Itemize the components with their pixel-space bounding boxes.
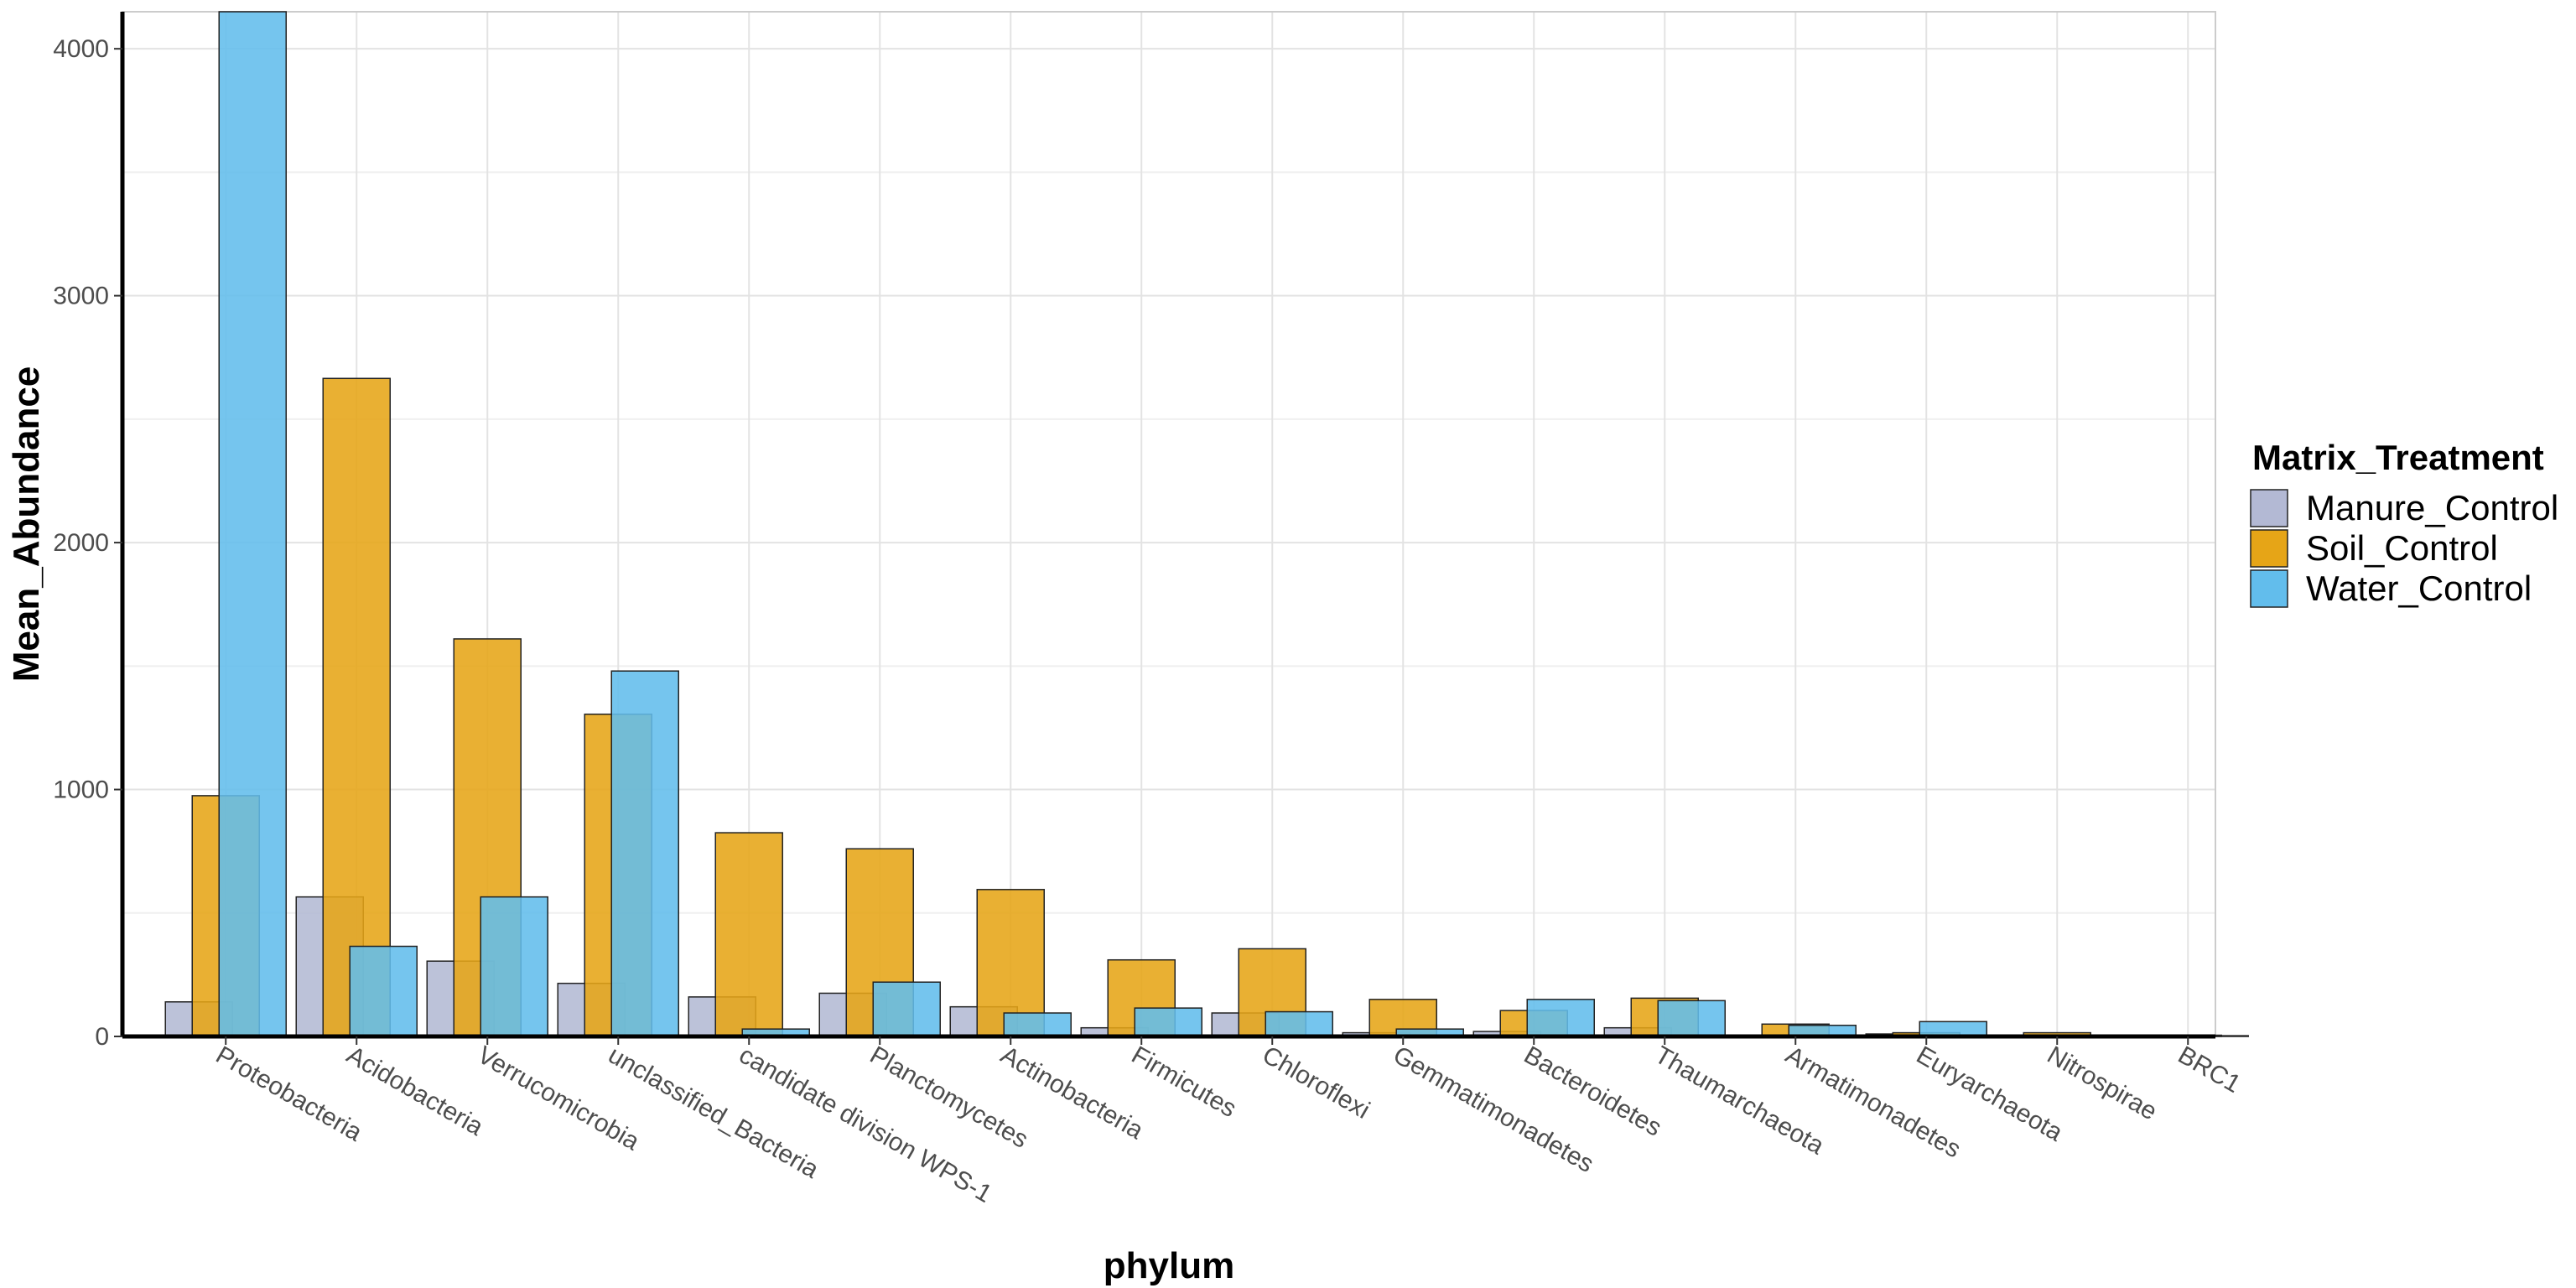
- legend-label-Soil_Control: Soil_Control: [2306, 528, 2498, 568]
- y-tick-label: 1000: [53, 776, 109, 804]
- x-axis-title: phylum: [1104, 1245, 1234, 1286]
- y-tick-label: 0: [95, 1023, 109, 1051]
- y-tick-label: 3000: [53, 283, 109, 310]
- legend: Matrix_Treatment Manure_ControlSoil_Cont…: [2250, 438, 2558, 608]
- legend-label-Water_Control: Water_Control: [2306, 569, 2532, 608]
- y-axis-title: Mean_Abundance: [6, 366, 47, 683]
- bar-Water_Control-Planctomycetes: [872, 981, 941, 1037]
- bar-Water_Control-Thaumarchaeota: [1657, 1000, 1726, 1037]
- bar-Water_Control-Firmicutes: [1134, 1007, 1202, 1037]
- bar-Water_Control-Euryarchaeota: [1919, 1021, 1987, 1037]
- bar-Water_Control-Verrucomicrobia: [480, 896, 548, 1037]
- bar-Soil_Control-Actinobacteria: [976, 889, 1045, 1037]
- y-axis-ticks: 0 1000 2000 3000 4000: [53, 35, 122, 1051]
- bar-Soil_Control-candidate division WPS-1: [714, 832, 783, 1037]
- bar-Water_Control-Chloroflexi: [1265, 1010, 1333, 1037]
- legend-title: Matrix_Treatment: [2252, 438, 2544, 477]
- legend-swatch-Manure_Control: [2250, 489, 2288, 527]
- legend-swatch-Water_Control: [2250, 569, 2288, 608]
- bar-Water_Control-Acidobacteria: [349, 945, 418, 1037]
- legend-label-Manure_Control: Manure_Control: [2306, 488, 2558, 527]
- y-tick-label: 2000: [53, 529, 109, 557]
- bars: [164, 11, 2249, 1037]
- bar-Water_Control-unclassified_Bacteria: [610, 670, 679, 1037]
- legend-swatch-Soil_Control: [2250, 529, 2288, 568]
- y-tick-label: 4000: [53, 35, 109, 63]
- bar-Soil_Control-Acidobacteria: [322, 377, 391, 1037]
- bar-Water_Control-Bacteroidetes: [1526, 999, 1595, 1037]
- series-Water_Control: [218, 11, 2249, 1037]
- bar-Water_Control-Proteobacteria: [218, 11, 287, 1037]
- bar-Water_Control-Actinobacteria: [1003, 1012, 1072, 1037]
